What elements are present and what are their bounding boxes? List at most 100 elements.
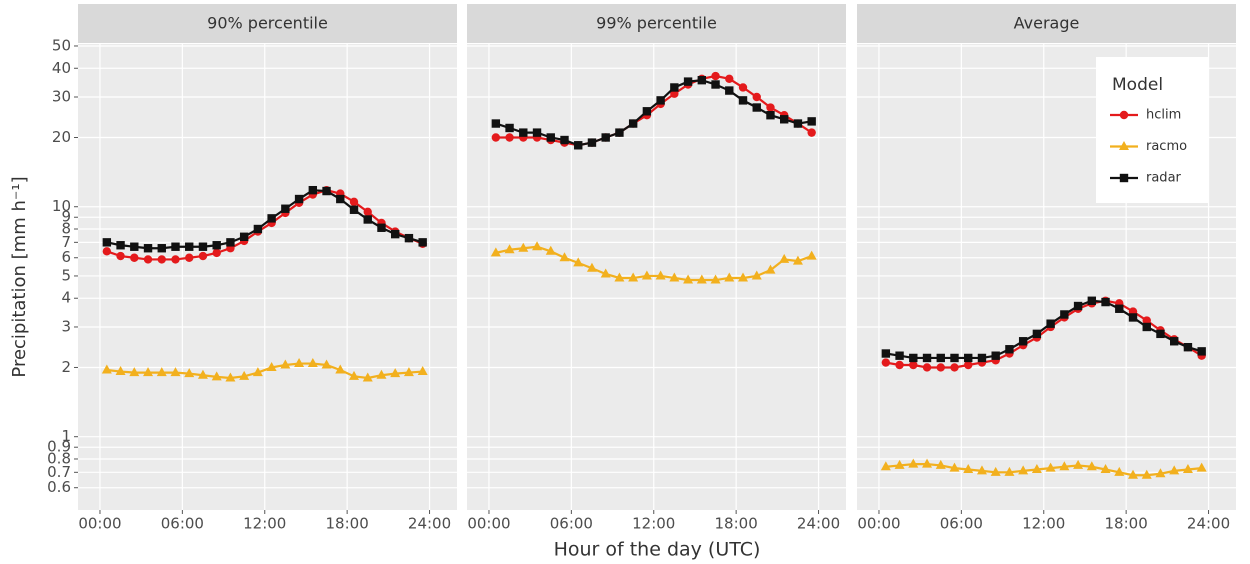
data-point [1128, 313, 1138, 322]
data-point [738, 96, 748, 105]
data-point [143, 244, 153, 253]
x-tick-label: 00:00 [857, 515, 900, 533]
data-point [116, 251, 125, 261]
data-point [894, 459, 905, 469]
data-point [642, 107, 652, 116]
x-tick-label: 24:00 [1187, 515, 1230, 533]
data-point [403, 367, 414, 377]
data-point [1196, 462, 1207, 472]
strip [78, 4, 457, 43]
data-point [335, 364, 346, 374]
data-point [614, 272, 625, 282]
data-point [964, 360, 973, 370]
data-point [628, 272, 639, 282]
data-point [908, 458, 919, 468]
y-tick-label: 50 [52, 36, 71, 54]
data-point [1128, 469, 1139, 479]
data-point [683, 274, 694, 284]
data-point [1169, 465, 1180, 475]
data-point [766, 111, 775, 120]
data-point [807, 128, 816, 137]
data-point [600, 268, 611, 278]
data-point [922, 458, 933, 468]
data-point [212, 241, 221, 250]
data-point [294, 194, 304, 204]
data-point [1142, 316, 1151, 325]
data-point [559, 252, 570, 262]
data-point [696, 274, 707, 284]
legend-title: Model [1112, 75, 1163, 95]
data-point [116, 241, 125, 250]
panel-background [78, 44, 457, 510]
data-point [1031, 464, 1042, 474]
data-point [490, 247, 501, 257]
data-point [130, 253, 139, 262]
data-point [390, 368, 401, 378]
data-point [806, 250, 817, 260]
data-point [170, 367, 181, 377]
data-point [949, 462, 960, 472]
data-point [1073, 301, 1083, 311]
legend-label: radar [1146, 171, 1182, 186]
y-tick-label: 20 [52, 128, 71, 146]
y-tick-label: 4 [61, 289, 71, 307]
data-point [1141, 469, 1152, 479]
data-point [601, 133, 610, 142]
data-point [711, 80, 720, 89]
x-tick-label: 12:00 [632, 515, 675, 533]
data-point [792, 255, 803, 265]
data-point [936, 363, 945, 372]
y-tick-label: 8 [61, 220, 71, 238]
data-point [1059, 461, 1070, 471]
legend-label: hclim [1146, 108, 1181, 123]
data-point [909, 360, 918, 370]
data-point [115, 366, 126, 376]
data-point [807, 117, 816, 126]
data-point [130, 242, 139, 251]
data-point [157, 255, 166, 264]
data-point [950, 363, 959, 372]
x-tick-label: 06:00 [940, 515, 983, 533]
data-point [156, 367, 167, 377]
data-point [281, 204, 290, 213]
data-point [950, 353, 959, 363]
data-point [491, 119, 501, 128]
data-point [793, 119, 803, 128]
data-point [197, 369, 208, 379]
data-point [184, 368, 195, 378]
data-point [307, 358, 318, 368]
data-point [964, 353, 973, 363]
data-point [391, 229, 400, 239]
data-point [881, 349, 891, 358]
data-point [641, 270, 652, 280]
y-tick-label: 0.9 [47, 438, 71, 456]
data-point [532, 241, 543, 251]
data-point [363, 207, 372, 217]
data-point [491, 133, 501, 142]
data-point [1114, 466, 1125, 476]
data-point [922, 353, 932, 363]
data-point [349, 205, 359, 214]
legend-label: racmo [1146, 139, 1187, 154]
data-point [1032, 329, 1042, 339]
strip [467, 4, 846, 43]
data-point [1045, 462, 1056, 472]
data-point [1005, 345, 1014, 354]
data-point [171, 242, 180, 251]
data-point [936, 353, 945, 363]
x-tick-label: 24:00 [408, 515, 451, 533]
x-tick-label: 12:00 [1022, 515, 1065, 533]
data-point [655, 270, 666, 280]
data-point [505, 133, 514, 142]
facet-title: 99% percentile [596, 14, 717, 33]
data-point [587, 138, 597, 147]
legend-marker [1119, 110, 1129, 120]
data-point [1018, 465, 1029, 475]
y-tick-label: 30 [52, 87, 71, 105]
data-point [336, 194, 345, 204]
data-point [1004, 466, 1015, 476]
y-tick-label: 2 [61, 358, 71, 376]
data-point [991, 351, 1000, 360]
data-point [1155, 468, 1166, 478]
data-point [976, 465, 987, 475]
